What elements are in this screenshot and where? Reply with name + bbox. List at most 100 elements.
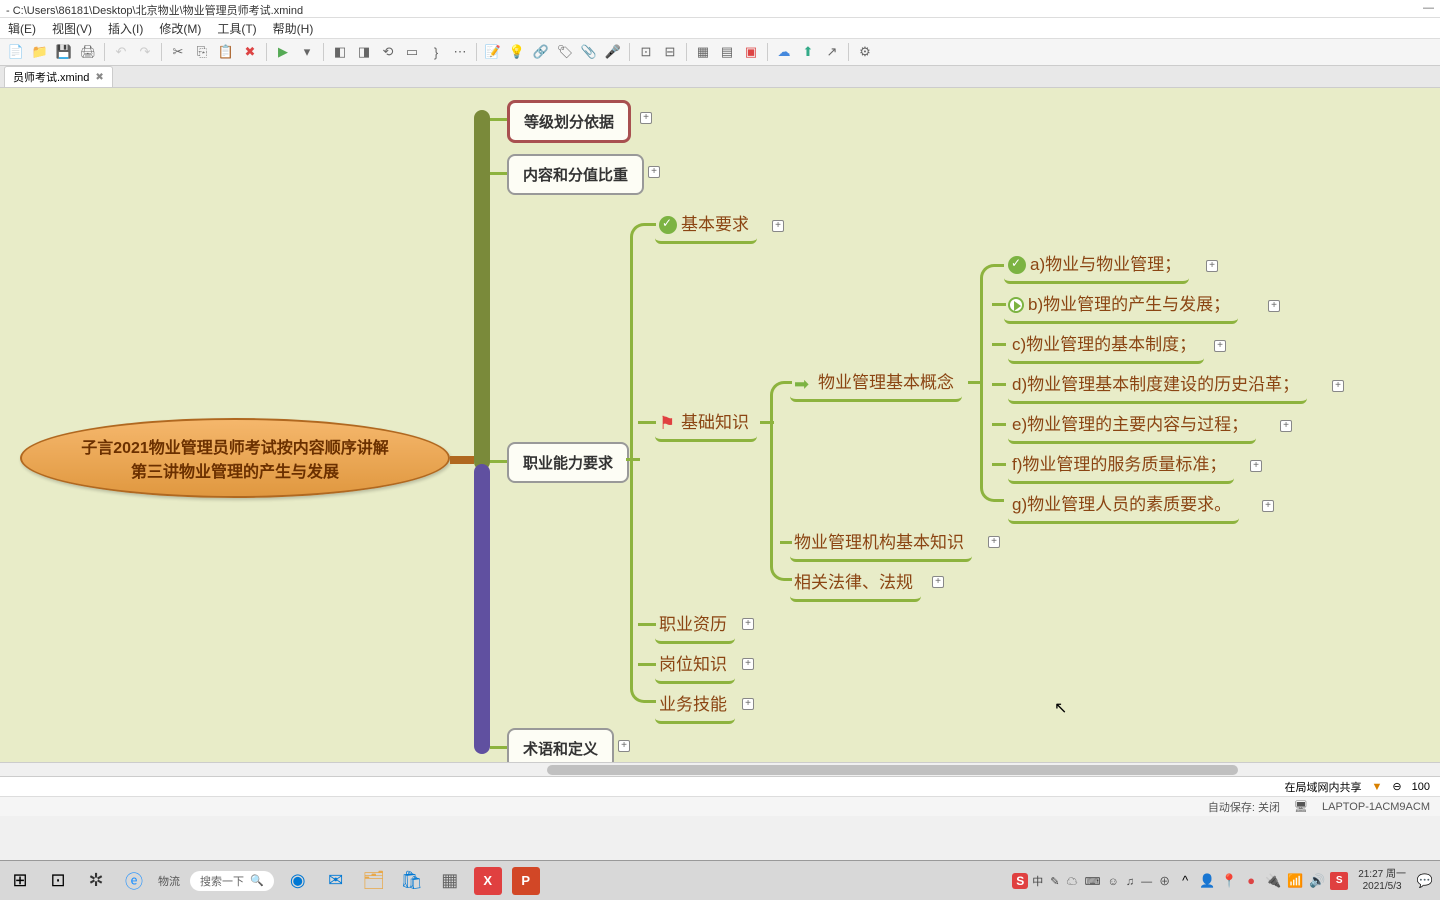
- summary-icon[interactable]: }: [426, 42, 446, 62]
- open-icon[interactable]: 📁: [30, 42, 50, 62]
- app-icon[interactable]: ✲: [82, 867, 110, 895]
- cloud-icon[interactable]: ☁: [774, 42, 794, 62]
- node-a[interactable]: a)物业与物业管理；: [1004, 246, 1189, 284]
- xmind-icon[interactable]: X: [474, 867, 502, 895]
- new-icon[interactable]: 📄: [6, 42, 26, 62]
- note-icon[interactable]: 📝: [483, 42, 503, 62]
- menu-insert[interactable]: 插入(I): [104, 20, 147, 37]
- expand-icon[interactable]: +: [1280, 420, 1292, 432]
- sogou-icon[interactable]: S: [1012, 873, 1028, 889]
- menu-view[interactable]: 视图(V): [48, 20, 96, 37]
- save-icon[interactable]: 💾: [54, 42, 74, 62]
- grid-icon[interactable]: ▦: [693, 42, 713, 62]
- node-business-skill[interactable]: 业务技能: [655, 686, 735, 724]
- audio-icon[interactable]: 🎤: [603, 42, 623, 62]
- bluetooth-icon[interactable]: ●: [1242, 872, 1260, 890]
- expand-icon[interactable]: +: [640, 112, 652, 124]
- node-b[interactable]: b)物业管理的产生与发展；: [1004, 286, 1238, 324]
- expand-icon[interactable]: +: [1250, 460, 1262, 472]
- attach-icon[interactable]: 📎: [579, 42, 599, 62]
- expand-icon[interactable]: +: [932, 576, 944, 588]
- expand-icon[interactable]: +: [1332, 380, 1344, 392]
- node-basic-req[interactable]: 基本要求: [655, 206, 757, 244]
- label-icon[interactable]: 🏷: [555, 42, 575, 62]
- share-label[interactable]: 在局域网内共享: [1285, 779, 1362, 795]
- powerpoint-icon[interactable]: P: [512, 867, 540, 895]
- menu-edit[interactable]: 辑(E): [4, 20, 40, 37]
- drill2-icon[interactable]: ⊟: [660, 42, 680, 62]
- node-basic-concept[interactable]: 物业管理基本概念: [790, 364, 962, 402]
- location-icon[interactable]: 📍: [1220, 872, 1238, 890]
- expand-icon[interactable]: +: [1214, 340, 1226, 352]
- copy-icon[interactable]: ⎘: [192, 42, 212, 62]
- undo-icon[interactable]: ↶: [111, 42, 131, 62]
- redo-icon[interactable]: ↷: [135, 42, 155, 62]
- node-c[interactable]: c)物业管理的基本制度；: [1008, 326, 1204, 364]
- edge-icon[interactable]: ◉: [284, 867, 312, 895]
- settings-icon[interactable]: ⚙: [855, 42, 875, 62]
- upload-icon[interactable]: ⬆: [798, 42, 818, 62]
- node-ability-req[interactable]: 职业能力要求: [507, 442, 629, 483]
- minimize-icon[interactable]: —: [1423, 2, 1434, 15]
- wifi-icon[interactable]: 📶: [1286, 872, 1304, 890]
- power-icon[interactable]: 🔌: [1264, 872, 1282, 890]
- ie-icon[interactable]: ⓔ: [120, 867, 148, 895]
- explorer-icon[interactable]: 🗂: [360, 867, 388, 895]
- menu-tools[interactable]: 工具(T): [213, 20, 260, 37]
- clock[interactable]: 21:27 周一 2021/5/3: [1352, 869, 1412, 893]
- present-icon[interactable]: ▣: [741, 42, 761, 62]
- node-law[interactable]: 相关法律、法规: [790, 564, 921, 602]
- node-content-weight[interactable]: 内容和分值比重: [507, 154, 644, 195]
- topic-icon[interactable]: ◧: [330, 42, 350, 62]
- relation-icon[interactable]: ⟲: [378, 42, 398, 62]
- search-icon[interactable]: 🔍: [250, 874, 264, 887]
- expand-icon[interactable]: +: [742, 618, 754, 630]
- lang-icon[interactable]: S: [1330, 872, 1348, 890]
- notification-icon[interactable]: 💬: [1416, 872, 1434, 890]
- menu-help[interactable]: 帮助(H): [269, 20, 318, 37]
- play-icon[interactable]: ▶: [273, 42, 293, 62]
- start-icon[interactable]: ⊞: [6, 867, 34, 895]
- delete-icon[interactable]: ✖: [240, 42, 260, 62]
- canvas-area[interactable]: 子言2021物业管理员师考试按内容顺序讲解 第三讲物业管理的产生与发展 等级划分…: [0, 88, 1440, 776]
- expand-icon[interactable]: +: [772, 220, 784, 232]
- drill-icon[interactable]: ⊡: [636, 42, 656, 62]
- node-g[interactable]: g)物业管理人员的素质要求。: [1008, 486, 1239, 524]
- horizontal-scrollbar[interactable]: [0, 762, 1440, 776]
- menu-modify[interactable]: 修改(M): [155, 20, 205, 37]
- expand-icon[interactable]: +: [742, 698, 754, 710]
- taskview-icon[interactable]: ⊡: [44, 867, 72, 895]
- node-f[interactable]: f)物业管理的服务质量标准；: [1008, 446, 1234, 484]
- expand-icon[interactable]: +: [1262, 500, 1274, 512]
- bulb-icon[interactable]: 💡: [507, 42, 527, 62]
- node-qualification[interactable]: 职业资历: [655, 606, 735, 644]
- ime-status[interactable]: 中 ✎ ☁ ⌨ ☺ ♫ — ⊕: [1032, 873, 1172, 889]
- dropdown-icon[interactable]: ▾: [297, 42, 317, 62]
- people-icon[interactable]: 👤: [1198, 872, 1216, 890]
- store-icon[interactable]: 🛍: [398, 867, 426, 895]
- node-level-basis[interactable]: 等级划分依据: [507, 100, 631, 143]
- zoom-out-icon[interactable]: ⊖: [1392, 780, 1401, 793]
- app2-icon[interactable]: ▦: [436, 867, 464, 895]
- expand-icon[interactable]: +: [648, 166, 660, 178]
- filter-icon[interactable]: ▼: [1372, 781, 1383, 793]
- search-box[interactable]: 搜索一下 🔍: [190, 871, 274, 891]
- tray-up-icon[interactable]: ^: [1176, 872, 1194, 890]
- node-d[interactable]: d)物业管理基本制度建设的历史沿革；: [1008, 366, 1307, 404]
- expand-icon[interactable]: +: [742, 658, 754, 670]
- paste-icon[interactable]: 📋: [216, 42, 236, 62]
- expand-icon[interactable]: +: [1268, 300, 1280, 312]
- share-icon[interactable]: ↗: [822, 42, 842, 62]
- link-icon[interactable]: 🔗: [531, 42, 551, 62]
- gantt-icon[interactable]: ▤: [717, 42, 737, 62]
- close-tab-icon[interactable]: ✖: [95, 72, 103, 83]
- expand-icon[interactable]: +: [988, 536, 1000, 548]
- node-e[interactable]: e)物业管理的主要内容与过程；: [1008, 406, 1256, 444]
- expand-icon[interactable]: +: [618, 740, 630, 752]
- node-org-knowledge[interactable]: 物业管理机构基本知识: [790, 524, 972, 562]
- node-basic-knowledge[interactable]: 基础知识: [655, 404, 757, 442]
- scrollbar-thumb[interactable]: [547, 765, 1238, 775]
- more-icon[interactable]: ⋯: [450, 42, 470, 62]
- document-tab[interactable]: 员师考试.xmind ✖: [4, 66, 113, 87]
- node-post-knowledge[interactable]: 岗位知识: [655, 646, 735, 684]
